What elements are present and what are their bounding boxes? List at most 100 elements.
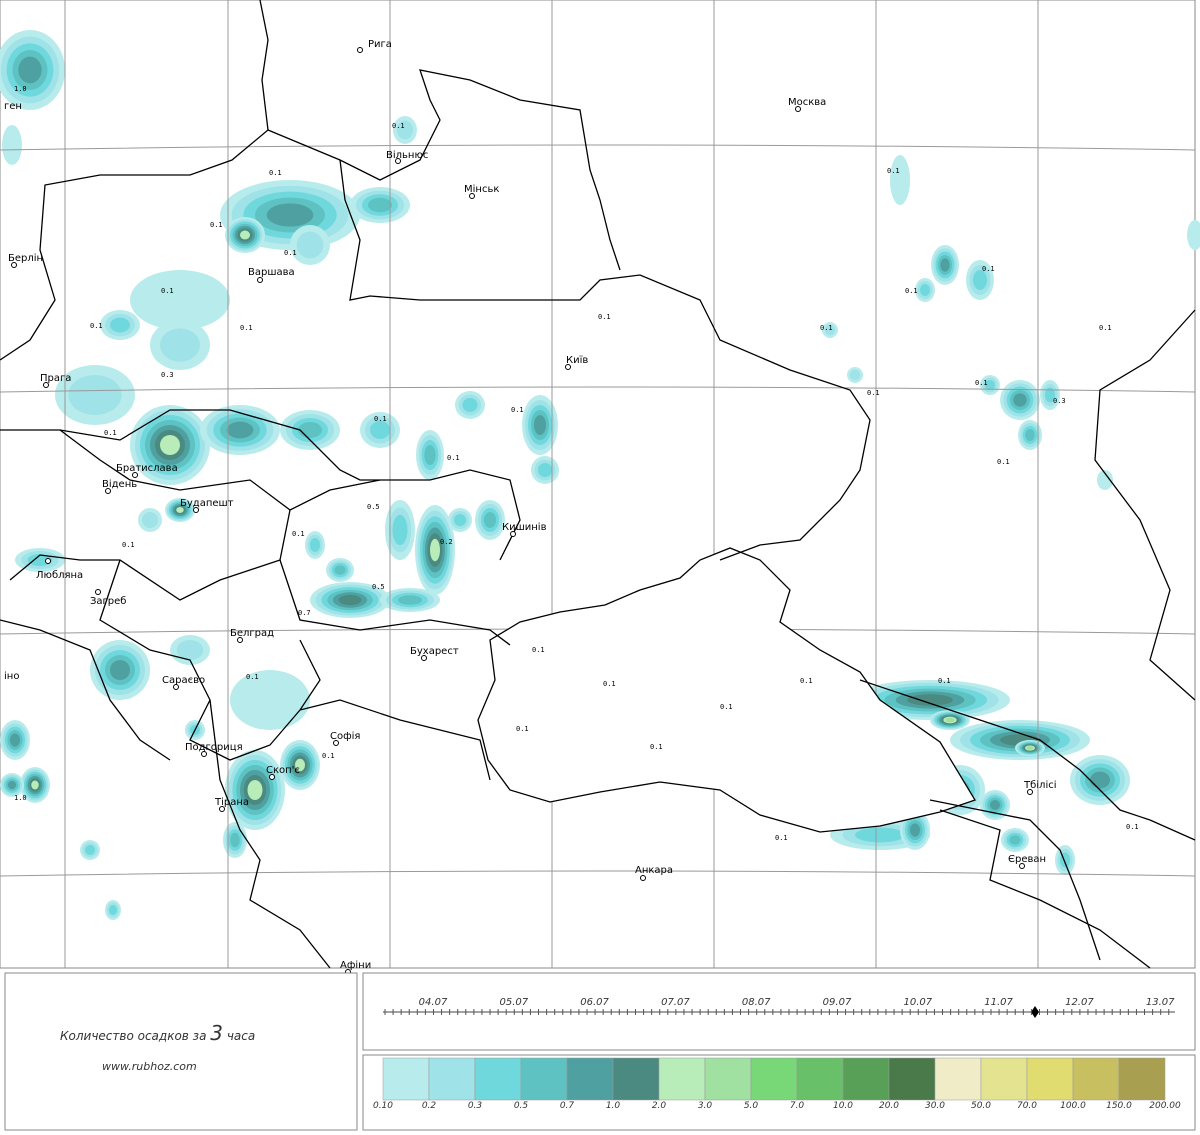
precip-area	[298, 422, 322, 438]
contour-label: 0.5	[372, 583, 385, 591]
precip-area	[424, 445, 436, 465]
contour-label: 0.1	[820, 324, 833, 332]
legend-label: 150.0	[1106, 1101, 1132, 1111]
contour-label: 0.3	[1053, 397, 1066, 405]
date-label: 05.07	[499, 997, 528, 1008]
contour-label: 0.1	[322, 752, 335, 760]
city-marker	[105, 488, 111, 494]
graticule	[0, 0, 1196, 968]
city-marker	[219, 806, 225, 812]
contour-label: 0.1	[392, 122, 405, 130]
legend: 0.10 0.2 0.3 0.5 0.7 1.0 2.0 3.0 5.0 7.0 10.0 20.0 3…	[373, 1057, 1181, 1111]
city-name: Скоп'є	[266, 765, 300, 776]
city-name: Афіни	[340, 959, 371, 971]
city-marker	[1019, 863, 1025, 869]
contour-label: 0.1	[447, 454, 460, 462]
precip-area	[462, 398, 478, 412]
city-marker	[201, 751, 207, 757]
city-marker	[237, 637, 243, 643]
precip-area	[142, 512, 158, 528]
precip-area	[430, 538, 440, 562]
precip-area	[110, 317, 130, 333]
precip-area	[230, 832, 240, 848]
legend-swatch	[934, 1057, 982, 1101]
contour-label: 0.1	[938, 677, 951, 685]
legend-swatch	[428, 1057, 476, 1101]
contour-label: 0.1	[240, 324, 253, 332]
precip-area	[31, 780, 39, 790]
legend-swatch	[658, 1057, 706, 1101]
city-marker	[132, 472, 138, 478]
city-name: Київ	[566, 355, 588, 366]
city-marker	[357, 47, 363, 53]
precip-area	[226, 421, 254, 439]
precip-area	[1045, 387, 1055, 403]
caption-box	[4, 972, 358, 1131]
city-marker	[469, 193, 475, 199]
city-marker	[421, 655, 427, 661]
city-marker	[333, 740, 339, 746]
precip-area	[985, 380, 995, 390]
legend-label: 7.0	[790, 1101, 805, 1111]
contour-label: 0.1	[997, 458, 1010, 466]
precip-area	[1187, 220, 1200, 250]
contour-label: 0.1	[975, 379, 988, 387]
city-marker	[11, 262, 17, 268]
precip-area	[160, 328, 200, 362]
city-marker	[173, 684, 179, 690]
contour-label: 0.1	[516, 725, 529, 733]
legend-label: 0.2	[422, 1101, 437, 1111]
precip-area	[247, 780, 263, 800]
legend-swatch	[520, 1057, 568, 1101]
legend-swatch	[704, 1057, 752, 1101]
contour-label: 0.1	[161, 287, 174, 295]
date-label: 04.07	[419, 997, 448, 1008]
precip-area	[18, 56, 42, 84]
city-marker	[45, 558, 51, 564]
precip-area	[484, 512, 496, 528]
legend-swatch	[474, 1057, 522, 1101]
contour-label: 0.1	[210, 221, 223, 229]
legend-swatch	[1118, 1057, 1166, 1101]
contour-label: 0.1	[90, 322, 103, 330]
city-name: Загреб	[90, 596, 126, 607]
contour-label: 0.1	[246, 673, 259, 681]
contour-label: 0.1	[511, 406, 524, 414]
contour-label: 0.2	[440, 538, 453, 546]
legend-label: 20.0	[879, 1101, 899, 1111]
legend-label: 0.10	[373, 1101, 393, 1111]
legend-label: 10.0	[833, 1101, 853, 1111]
contour-label: 0.1	[374, 415, 387, 423]
precip-area	[538, 463, 552, 477]
city-marker	[95, 589, 101, 595]
precip-area	[266, 203, 314, 227]
contour-label: 0.1	[1099, 324, 1112, 332]
legend-label: 70.0	[1017, 1101, 1037, 1111]
date-label: 11.07	[984, 997, 1013, 1008]
precip-area	[1013, 393, 1027, 407]
precip-area	[907, 694, 953, 706]
contour-label: 0.3	[161, 371, 174, 379]
city-name: Відень	[102, 478, 137, 490]
city-marker	[43, 382, 49, 388]
city-name: Мінськ	[464, 183, 499, 195]
precip-area	[849, 369, 861, 381]
date-label: 13.07	[1146, 997, 1175, 1008]
precip-area	[370, 421, 390, 439]
precip-area	[940, 258, 950, 272]
precip-area	[945, 717, 955, 723]
contour-label: 0.7	[298, 609, 311, 617]
legend-label: 1.0	[606, 1101, 621, 1111]
caption-unit: часа	[227, 1029, 255, 1043]
precip-area	[397, 120, 413, 140]
contour-label: 0.1	[269, 169, 282, 177]
city-name: Москва	[788, 97, 826, 108]
city-name: Тірана	[214, 796, 249, 808]
legend-label: 0.7	[560, 1101, 575, 1111]
precip-area	[1090, 771, 1110, 789]
legend-swatch	[612, 1057, 660, 1101]
legend-swatch	[566, 1057, 614, 1101]
city-name: Берлін	[8, 252, 43, 264]
contour-label: 0.1	[532, 646, 545, 654]
